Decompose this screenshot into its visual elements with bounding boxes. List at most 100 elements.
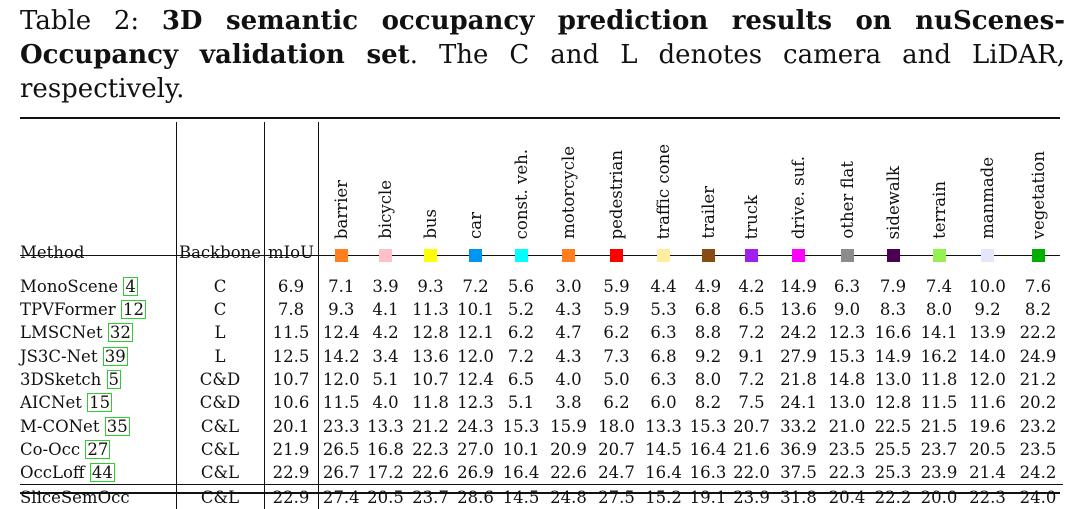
value-cell: 12.8 [874,393,912,413]
value-cell: 24.2 [780,323,817,343]
value-cell: 6.5 [507,370,535,390]
table-row: M-CONet 35 C&L 20.1 23.3 13.3 21.2 24.3 15.3 15.… [20,414,1063,438]
value-cell: 22.3 [828,463,866,483]
value-cell: 20.7 [733,416,770,436]
value-cell: 8.8 [694,323,722,343]
value-cell: 15.3 [502,416,540,436]
value-cell: 22.3 [962,484,1013,509]
method-cell: 3DSketch 5 [20,368,176,391]
header-class: other flat [824,122,870,268]
method-cell: Co-Occ 27 [20,438,176,461]
value-cell: 16.6 [874,323,912,343]
class-color-swatch [424,249,437,262]
value-cell: 24.8 [545,484,592,509]
value-cell: 5.6 [507,276,535,296]
value-cell: 23.5 [828,439,866,459]
value-cell: 6.2 [603,323,630,343]
table-row: OccLoff 44 C&L 22.9 26.7 17.2 22.6 26.9 16.4 22.… [20,461,1063,485]
class-color-swatch [469,249,482,262]
value-cell: 27.4 [317,484,364,509]
citation-link[interactable]: 44 [89,463,115,483]
value-cell: 9.3 [317,298,364,322]
value-cell: 26.9 [457,463,494,483]
citation-link[interactable]: 12 [120,300,146,320]
value-cell: 16.4 [502,463,540,483]
miou-cell: 22.9 [263,461,318,485]
backbone-cell: L [175,344,264,368]
caption-title: 3D semantic occupancy prediction results… [20,6,1066,70]
citation-link[interactable]: 39 [102,346,128,366]
value-cell: 14.9 [780,276,817,296]
value-cell: 20.9 [550,439,587,459]
value-cell: 10.1 [502,439,540,459]
value-cell: 16.3 [689,463,727,483]
value-cell: 24.1 [780,393,817,413]
header-class: const. veh. [497,122,545,268]
value-cell: 11.8 [412,393,449,413]
table-row: SliceSemOcc C&L 22.9 27.4 20.5 23.7 28.6 14.5 24… [20,484,1063,509]
value-cell: 22.6 [550,463,587,483]
value-cell: 6.8 [650,346,677,366]
header-class: motorcycle [545,122,592,268]
value-cell: 7.3 [603,346,630,366]
class-color-swatch [610,249,623,262]
value-cell: 16.4 [689,439,727,459]
table-row: TPVFormer 12 C 7.8 9.3 4.1 11.3 10.1 5.2 4.3 5.9 5… [20,298,1063,322]
value-cell: 16.8 [367,439,404,459]
value-cell: 12.0 [969,370,1006,390]
method-name: Co-Occ [20,439,81,459]
value-cell: 14.8 [828,370,866,390]
miou-cell: 7.8 [263,298,318,322]
class-color-swatch [745,249,758,262]
value-cell: 36.9 [780,439,817,459]
value-cell: 3.9 [372,276,399,296]
caption-label: Table 2: [20,6,140,36]
value-cell: 5.1 [507,393,535,413]
value-cell: 6.3 [650,370,677,390]
citation-link[interactable]: 5 [106,370,122,390]
value-cell: 20.4 [824,484,870,509]
value-cell: 3.8 [555,393,582,413]
value-cell: 14.5 [645,439,682,459]
value-cell: 7.1 [317,268,364,298]
value-cell: 4.9 [694,276,722,296]
backbone-cell: C&L [175,437,264,462]
citation-link[interactable]: 15 [87,393,113,413]
method-name: OccLoff [20,463,85,483]
value-cell: 23.5 [1019,439,1057,459]
method-name: AICNet [20,393,82,413]
miou-cell: 21.9 [263,437,318,462]
value-cell: 5.9 [603,300,630,320]
value-cell: 4.0 [555,370,582,390]
citation-link[interactable]: 35 [104,416,130,436]
value-cell: 21.5 [920,416,958,436]
header-miou: mIoU [263,122,318,268]
header-class: drive. suf. [773,122,824,268]
miou-cell: 6.9 [263,268,318,298]
backbone-cell: C [175,298,264,322]
method-name: M-CONet [20,416,100,436]
value-cell: 14.9 [874,346,912,366]
method-cell: JS3C-Net 39 [20,345,176,368]
citation-link[interactable]: 4 [123,276,138,296]
value-cell: 9.3 [417,276,444,296]
value-cell: 21.0 [828,416,866,436]
value-cell: 20.2 [1019,393,1057,413]
citation-link[interactable]: 32 [107,323,133,343]
citation-link[interactable]: 27 [85,439,111,459]
value-cell: 20.5 [969,439,1006,459]
value-cell: 7.5 [738,393,765,413]
value-cell: 5.9 [603,276,630,296]
value-cell: 12.0 [317,367,364,392]
value-cell: 6.3 [650,323,677,343]
caption-rest: . The C and L denotes camera and LiDAR, … [20,40,1065,104]
value-cell: 11.5 [317,391,364,415]
value-cell: 17.2 [367,463,404,483]
value-cell: 7.2 [738,323,765,343]
header-rule [20,255,1060,256]
method-name: 3DSketch [20,370,102,390]
value-cell: 23.9 [730,484,773,509]
value-cell: 7.6 [1024,276,1052,296]
value-cell: 6.5 [738,300,765,320]
header-backbone: Backbone [175,122,264,268]
